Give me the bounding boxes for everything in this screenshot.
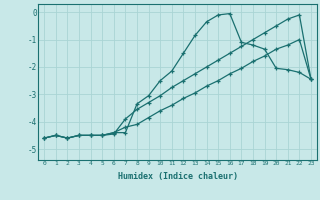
X-axis label: Humidex (Indice chaleur): Humidex (Indice chaleur) xyxy=(118,172,238,181)
